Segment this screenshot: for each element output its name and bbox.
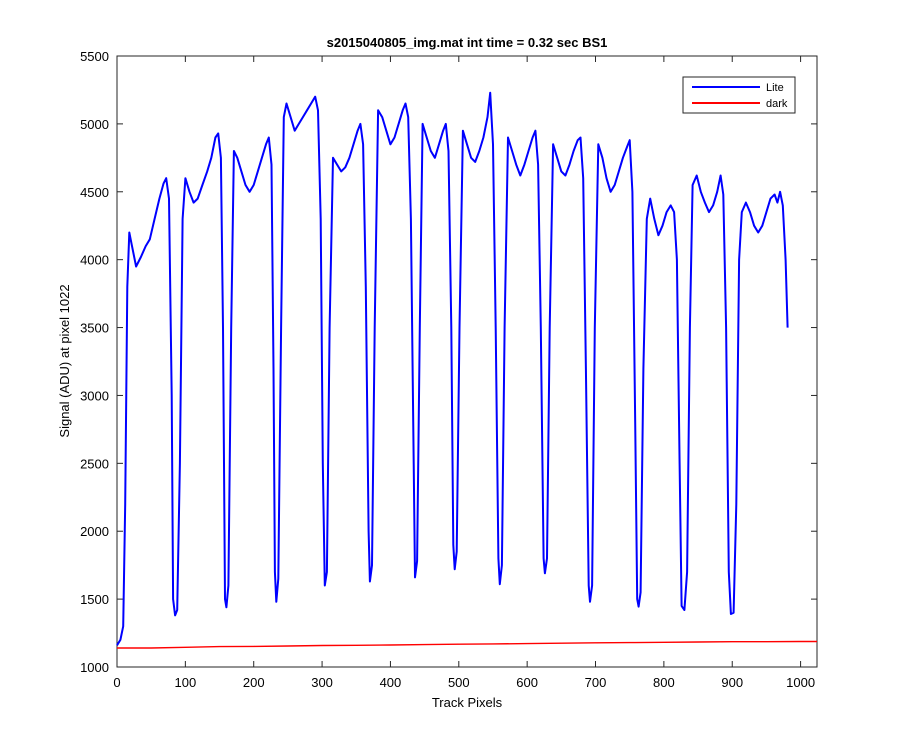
y-tick-label: 5500 [80,49,109,64]
series-line-lite [116,91,789,646]
x-axis-label: Track Pixels [432,695,503,710]
y-tick-label: 3500 [80,321,109,336]
series-layer [116,91,817,649]
y-tick-label: 3000 [80,388,109,403]
y-tick-label: 2000 [80,524,109,539]
x-tick-label: 300 [311,675,333,690]
y-tick-label: 2500 [80,456,109,471]
x-tick-label: 0 [113,675,120,690]
legend-box [682,76,796,114]
chart-title: s2015040805_img.mat int time = 0.32 sec … [327,35,608,50]
x-tick-label: 400 [380,675,402,690]
x-tick-label: 600 [516,675,538,690]
legend-label-dark: dark [766,98,788,110]
y-tick-label: 4000 [80,253,109,268]
x-tick-label: 700 [585,675,607,690]
x-tick-label: 500 [448,675,470,690]
x-tick-label: 100 [175,675,197,690]
axis-ticks: 0 100 200 300 400 500 600 700 800 900 1000 1000 1500… [80,49,817,690]
legend-label-lite: Lite [766,82,784,94]
y-tick-label: 4500 [80,185,109,200]
series-line-dark [117,640,817,649]
y-tick-label: 5000 [80,117,109,132]
y-axis-label: Signal (ADU) at pixel 1022 [57,284,72,437]
y-tick-label: 1000 [80,660,109,675]
x-tick-label: 800 [653,675,675,690]
y-tick-label: 1500 [80,592,109,607]
legend: Lite dark [682,76,796,114]
x-tick-label: 200 [243,675,265,690]
x-tick-label: 1000 [786,675,815,690]
x-tick-label: 900 [721,675,743,690]
